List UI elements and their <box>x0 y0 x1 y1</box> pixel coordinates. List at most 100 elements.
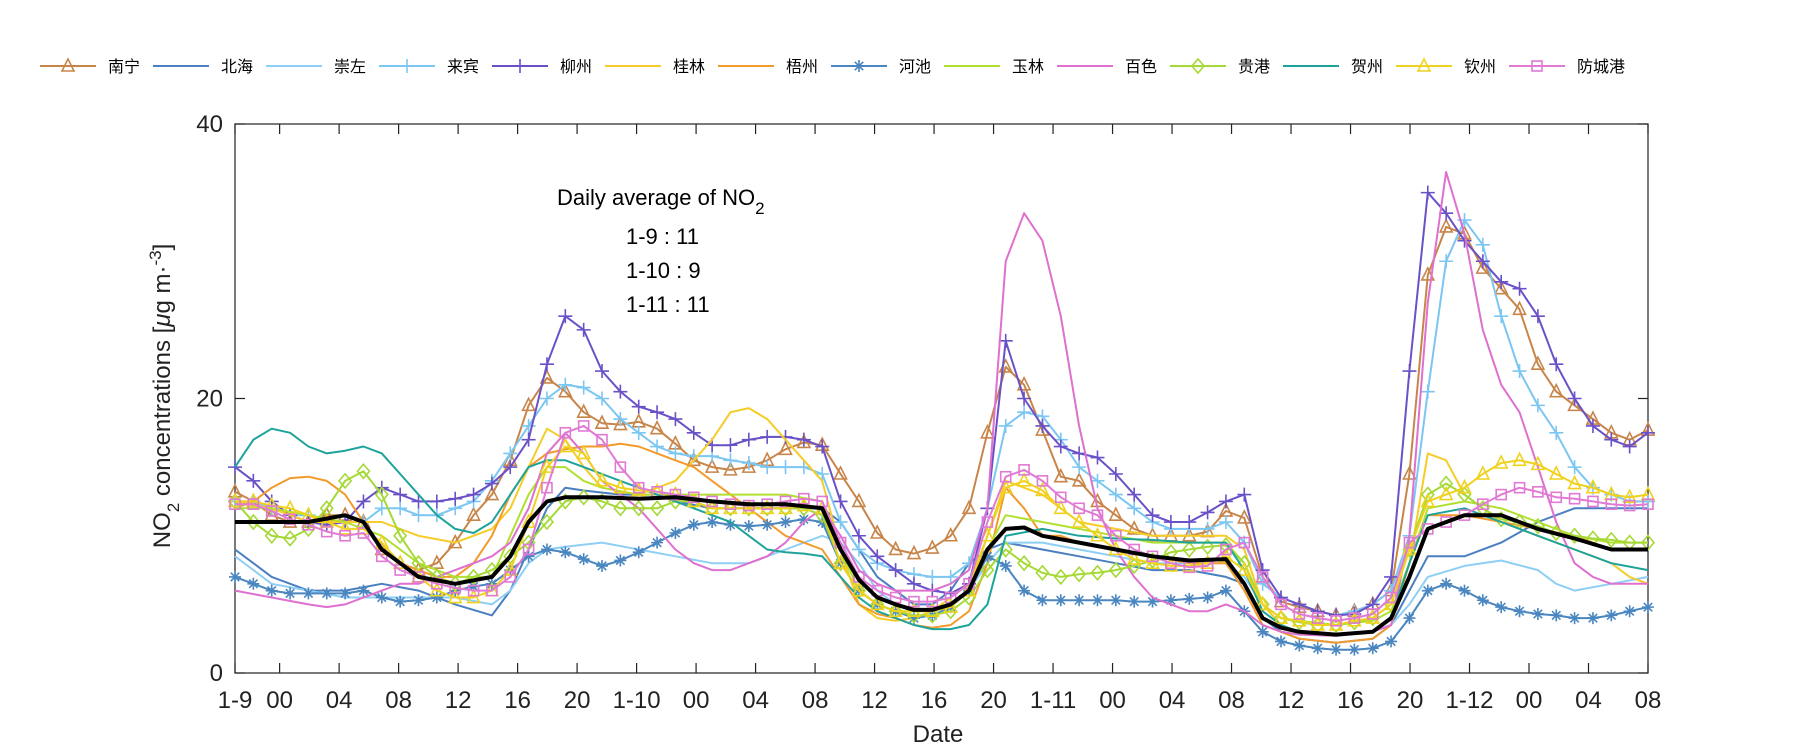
data-point <box>741 458 757 473</box>
data-point <box>1053 568 1068 586</box>
data-point <box>1017 554 1032 572</box>
data-point <box>796 432 811 447</box>
data-point <box>1256 625 1269 638</box>
data-point <box>411 508 426 523</box>
data-point <box>466 506 481 521</box>
data-point <box>558 309 573 324</box>
data-point <box>833 554 848 570</box>
x-tick-label: 20 <box>1397 687 1424 714</box>
data-point <box>539 357 554 372</box>
data-point <box>1494 309 1509 324</box>
data-point <box>282 499 298 515</box>
data-point <box>1530 355 1546 370</box>
data-point <box>246 492 261 508</box>
x-tick-label: 1-12 <box>1445 687 1493 714</box>
data-point <box>1311 612 1324 624</box>
data-point <box>1053 439 1068 454</box>
data-point <box>1495 488 1507 501</box>
data-point <box>999 470 1012 483</box>
series-average-line <box>235 495 1648 637</box>
data-point <box>1475 237 1490 252</box>
data-point <box>687 518 700 531</box>
data-point <box>1347 612 1362 627</box>
data-point <box>302 587 315 600</box>
x-tick-label: 08 <box>385 687 412 714</box>
data-point <box>796 460 811 475</box>
x-tick-label: 16 <box>921 687 948 714</box>
x-tick-label: 12 <box>1278 687 1305 714</box>
data-point <box>888 563 903 578</box>
data-point <box>1567 474 1582 490</box>
legend-label: 百色 <box>1125 57 1157 76</box>
data-point <box>577 420 590 432</box>
legend-entry: 百色 <box>1057 57 1157 76</box>
data-point <box>338 472 353 490</box>
data-point <box>595 364 610 379</box>
data-point <box>1530 398 1545 413</box>
data-point <box>596 433 608 446</box>
data-point <box>1145 554 1160 570</box>
data-point <box>393 487 408 502</box>
legend-label: 玉林 <box>1012 57 1044 76</box>
data-point <box>576 380 591 395</box>
data-point <box>229 498 241 510</box>
data-point <box>1018 584 1031 597</box>
data-point <box>1438 485 1454 501</box>
data-point <box>1420 185 1435 200</box>
data-point <box>1200 505 1215 520</box>
data-point <box>559 427 572 439</box>
data-point <box>1348 643 1361 656</box>
data-point <box>1109 594 1122 607</box>
data-point <box>1090 526 1105 542</box>
data-point <box>540 543 553 556</box>
data-point <box>980 424 995 439</box>
data-point <box>1421 584 1434 597</box>
data-point <box>1091 509 1104 521</box>
data-point <box>906 576 921 591</box>
data-point <box>1366 608 1379 620</box>
data-point <box>925 539 940 554</box>
legend-label: 桂林 <box>673 57 705 76</box>
data-point <box>447 588 463 604</box>
data-point <box>541 481 553 494</box>
data-point <box>1585 478 1601 494</box>
x-tick-label: 04 <box>1159 687 1186 714</box>
data-point <box>576 489 591 506</box>
data-point <box>576 322 591 337</box>
data-point <box>1108 487 1123 502</box>
data-point <box>870 549 885 564</box>
data-point <box>761 518 774 531</box>
data-point <box>723 500 738 517</box>
data-point <box>686 425 701 440</box>
data-point <box>1330 615 1342 627</box>
data-point <box>650 500 665 517</box>
data-point <box>1604 531 1619 549</box>
data-point <box>1438 218 1454 233</box>
data-point <box>1108 506 1124 521</box>
data-point <box>228 460 242 475</box>
annotation-line: 1-10 : 9 <box>626 258 701 283</box>
series-line <box>228 213 1655 623</box>
data-point <box>614 554 627 567</box>
data-point <box>760 460 775 475</box>
data-point <box>1108 466 1123 481</box>
data-point <box>1091 594 1104 607</box>
data-point <box>925 569 940 584</box>
data-point <box>1549 357 1564 372</box>
data-point <box>502 561 518 576</box>
data-point <box>448 491 463 506</box>
data-point <box>1439 206 1454 221</box>
data-point <box>539 391 554 406</box>
data-point <box>558 377 573 392</box>
x-tick-label: 12 <box>445 687 472 714</box>
data-point <box>650 439 665 454</box>
data-point <box>669 527 682 540</box>
data-point <box>724 518 737 531</box>
data-point <box>1090 473 1105 488</box>
data-point <box>1420 384 1435 399</box>
data-point <box>320 587 333 600</box>
x-tick-label: 16 <box>1337 687 1364 714</box>
data-point <box>998 418 1013 433</box>
data-point <box>576 444 591 460</box>
